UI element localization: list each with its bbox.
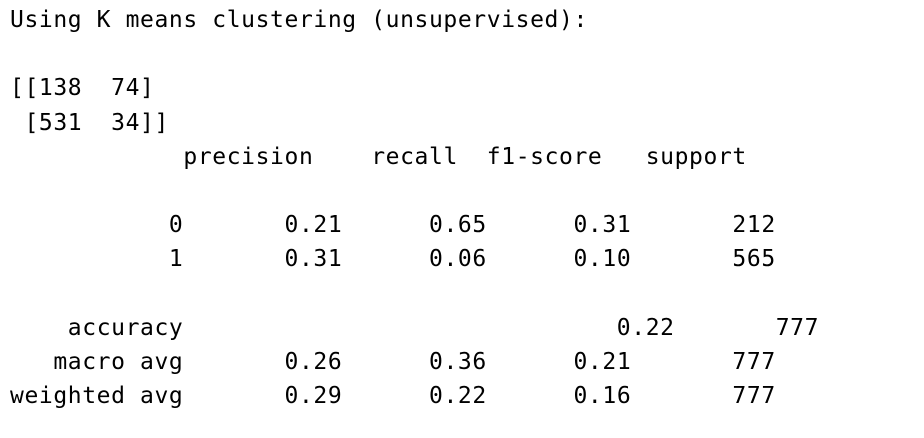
confusion-matrix-row: [[138 74]: [10, 75, 155, 102]
cell-f1-score: 0.21: [573, 348, 632, 375]
column-header-recall: recall: [371, 143, 458, 170]
report-row-macro-avg: macro avg 0.26 0.36 0.21 777: [10, 345, 819, 379]
confusion-matrix-row: [531 34]]: [10, 109, 169, 136]
cell-support: 777: [732, 383, 776, 410]
cell-support: 565: [732, 246, 776, 273]
row-label: 0: [168, 212, 184, 239]
row-label: accuracy: [67, 314, 184, 341]
row-label: weighted avg: [10, 383, 184, 410]
cell-recall: 0.36: [429, 348, 487, 375]
label-column-spacer: [10, 144, 183, 170]
report-row-weighted-avg: weighted avg 0.29 0.22 0.16 777: [10, 379, 819, 413]
console-output: Using K means clustering (unsupervised):…: [10, 3, 819, 413]
output-header: Using K means clustering (unsupervised):: [10, 7, 588, 33]
cell-precision: 0.26: [284, 348, 343, 375]
cell-f1-score: 0.22: [616, 314, 675, 341]
row-label: macro avg: [53, 348, 184, 375]
report-header-row: precision recall f1-score support: [10, 140, 819, 174]
cell-f1-score: 0.10: [573, 246, 632, 273]
column-header-f1-score: f1-score: [486, 143, 603, 170]
blank-line: [10, 174, 819, 208]
cell-precision: 0.21: [284, 212, 343, 239]
report-row-class-0: 0 0.21 0.65 0.31 212: [10, 208, 819, 242]
report-row-class-1: 1 0.31 0.06 0.10 565: [10, 242, 819, 276]
cell-precision: 0.29: [284, 383, 343, 410]
cell-recall: 0.65: [429, 212, 487, 239]
report-row-accuracy: accuracy 0.22 777: [10, 311, 819, 345]
column-header-precision: precision: [183, 143, 314, 170]
cell-precision: 0.31: [284, 246, 343, 273]
cell-f1-score: 0.31: [573, 212, 632, 239]
cell-f1-score: 0.16: [573, 383, 632, 410]
blank-line: [10, 37, 819, 71]
blank-line: [10, 277, 819, 311]
cell-support: 212: [732, 212, 776, 239]
column-header-support: support: [645, 143, 747, 170]
row-label: 1: [168, 246, 184, 273]
cell-support: 777: [732, 348, 776, 375]
cell-recall: 0.06: [429, 246, 487, 273]
cell-support: 777: [775, 314, 820, 341]
cell-recall: 0.22: [429, 383, 487, 410]
